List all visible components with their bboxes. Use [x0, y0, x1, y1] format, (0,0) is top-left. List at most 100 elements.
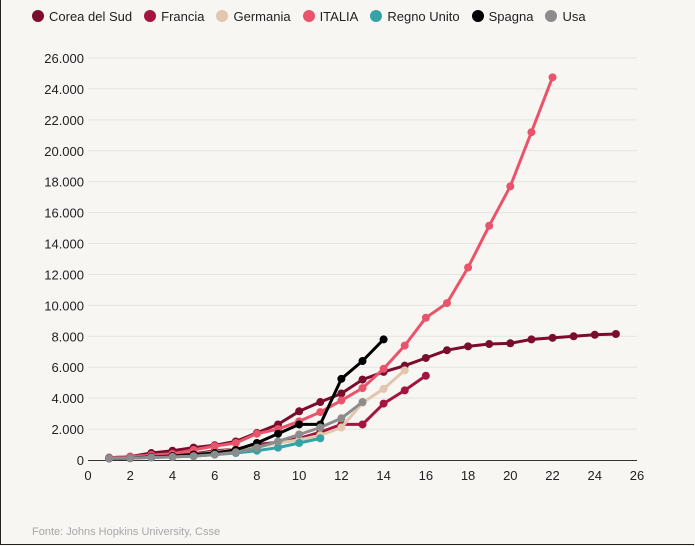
x-tick-label: 18 [461, 468, 475, 483]
data-point [147, 453, 156, 462]
data-point [548, 73, 557, 82]
data-point [358, 420, 367, 429]
legend-label: Spagna [488, 8, 534, 24]
legend-item: Regno Unito [370, 8, 460, 24]
data-point [295, 407, 304, 416]
x-tick-label: 12 [334, 468, 348, 483]
legend-item: Corea del Sud [32, 9, 132, 24]
data-point [379, 335, 388, 344]
data-point [252, 443, 261, 452]
data-point [379, 399, 388, 408]
legend-swatch [370, 10, 383, 22]
data-point [337, 396, 346, 405]
legend-item: Germania [216, 9, 291, 24]
x-tick-label: 0 [84, 468, 91, 483]
legend-swatch [216, 10, 229, 22]
legend-swatch [545, 10, 558, 22]
data-point [189, 452, 198, 461]
data-point [442, 346, 451, 355]
data-point [590, 330, 599, 339]
x-tick-label: 4 [169, 468, 176, 483]
data-point [464, 263, 473, 272]
legend-item: Usa [545, 8, 586, 24]
data-point [527, 335, 536, 344]
data-point [358, 398, 367, 407]
y-tick-label: 0 [77, 453, 84, 468]
y-tick-label: 20.000 [44, 144, 84, 159]
data-point [274, 437, 283, 446]
data-point [358, 375, 367, 384]
data-point [316, 434, 325, 443]
data-point [252, 429, 261, 438]
y-tick-label: 22.000 [44, 113, 84, 128]
data-point [527, 128, 536, 137]
source-note: Fonte: Johns Hopkins University, Csse [32, 526, 221, 538]
x-tick-label: 2 [127, 468, 134, 483]
x-tick-label: 10 [292, 468, 306, 483]
legend-swatch [32, 10, 44, 22]
data-point [295, 420, 304, 429]
legend-label: Francia [161, 8, 205, 24]
data-point [231, 448, 240, 457]
y-tick-label: 14.000 [44, 237, 84, 252]
data-point [274, 443, 283, 452]
data-point [379, 384, 388, 393]
data-point [337, 389, 346, 398]
data-point [337, 423, 346, 432]
legend-swatch [144, 10, 157, 22]
data-point [421, 313, 430, 322]
data-point [569, 332, 578, 341]
data-point [611, 329, 620, 338]
data-point [421, 371, 430, 380]
y-tick-label: 2.000 [51, 422, 84, 437]
data-point [358, 357, 367, 366]
data-point [379, 364, 388, 373]
x-tick-label: 26 [630, 468, 644, 483]
data-point [316, 408, 325, 417]
y-tick-label: 24.000 [44, 82, 84, 97]
data-point [358, 384, 367, 393]
data-point [421, 353, 430, 362]
data-point [274, 429, 283, 438]
series-line [107, 332, 618, 460]
x-tick-label: 8 [253, 468, 260, 483]
x-tick-label: 14 [376, 468, 390, 483]
data-point [295, 438, 304, 447]
legend-label: Regno Unito [387, 8, 460, 24]
y-tick-label: 4.000 [51, 391, 84, 406]
data-point [126, 454, 135, 463]
data-point [168, 452, 177, 461]
data-point [210, 450, 219, 459]
y-tick-label: 12.000 [44, 267, 84, 282]
x-tick-label: 20 [503, 468, 517, 483]
x-tick-label: 16 [419, 468, 433, 483]
data-point [337, 374, 346, 383]
y-tick-label: 18.000 [44, 175, 84, 190]
data-point [485, 221, 494, 230]
data-point [105, 454, 114, 463]
data-point [316, 398, 325, 407]
data-point [231, 438, 240, 447]
legend-swatch [471, 10, 484, 22]
x-tick-label: 22 [545, 468, 559, 483]
data-point [464, 342, 473, 351]
data-point [485, 340, 494, 349]
y-tick-label: 6.000 [51, 360, 84, 375]
y-tick-label: 16.000 [44, 206, 84, 221]
legend-label: Corea del Sud [49, 8, 133, 24]
data-point [548, 333, 557, 342]
data-point [506, 182, 515, 191]
legend-item: Spagna [471, 8, 534, 24]
data-point [442, 299, 451, 308]
y-tick-label: 26.000 [44, 51, 84, 66]
x-tick-label: 24 [588, 468, 602, 483]
series-line [107, 75, 554, 460]
data-point [506, 339, 515, 348]
legend-item: Francia [144, 9, 204, 24]
data-point [316, 423, 325, 432]
y-tick-label: 10.000 [44, 298, 84, 313]
legend-label: Usa [562, 8, 586, 24]
data-point [337, 414, 346, 423]
